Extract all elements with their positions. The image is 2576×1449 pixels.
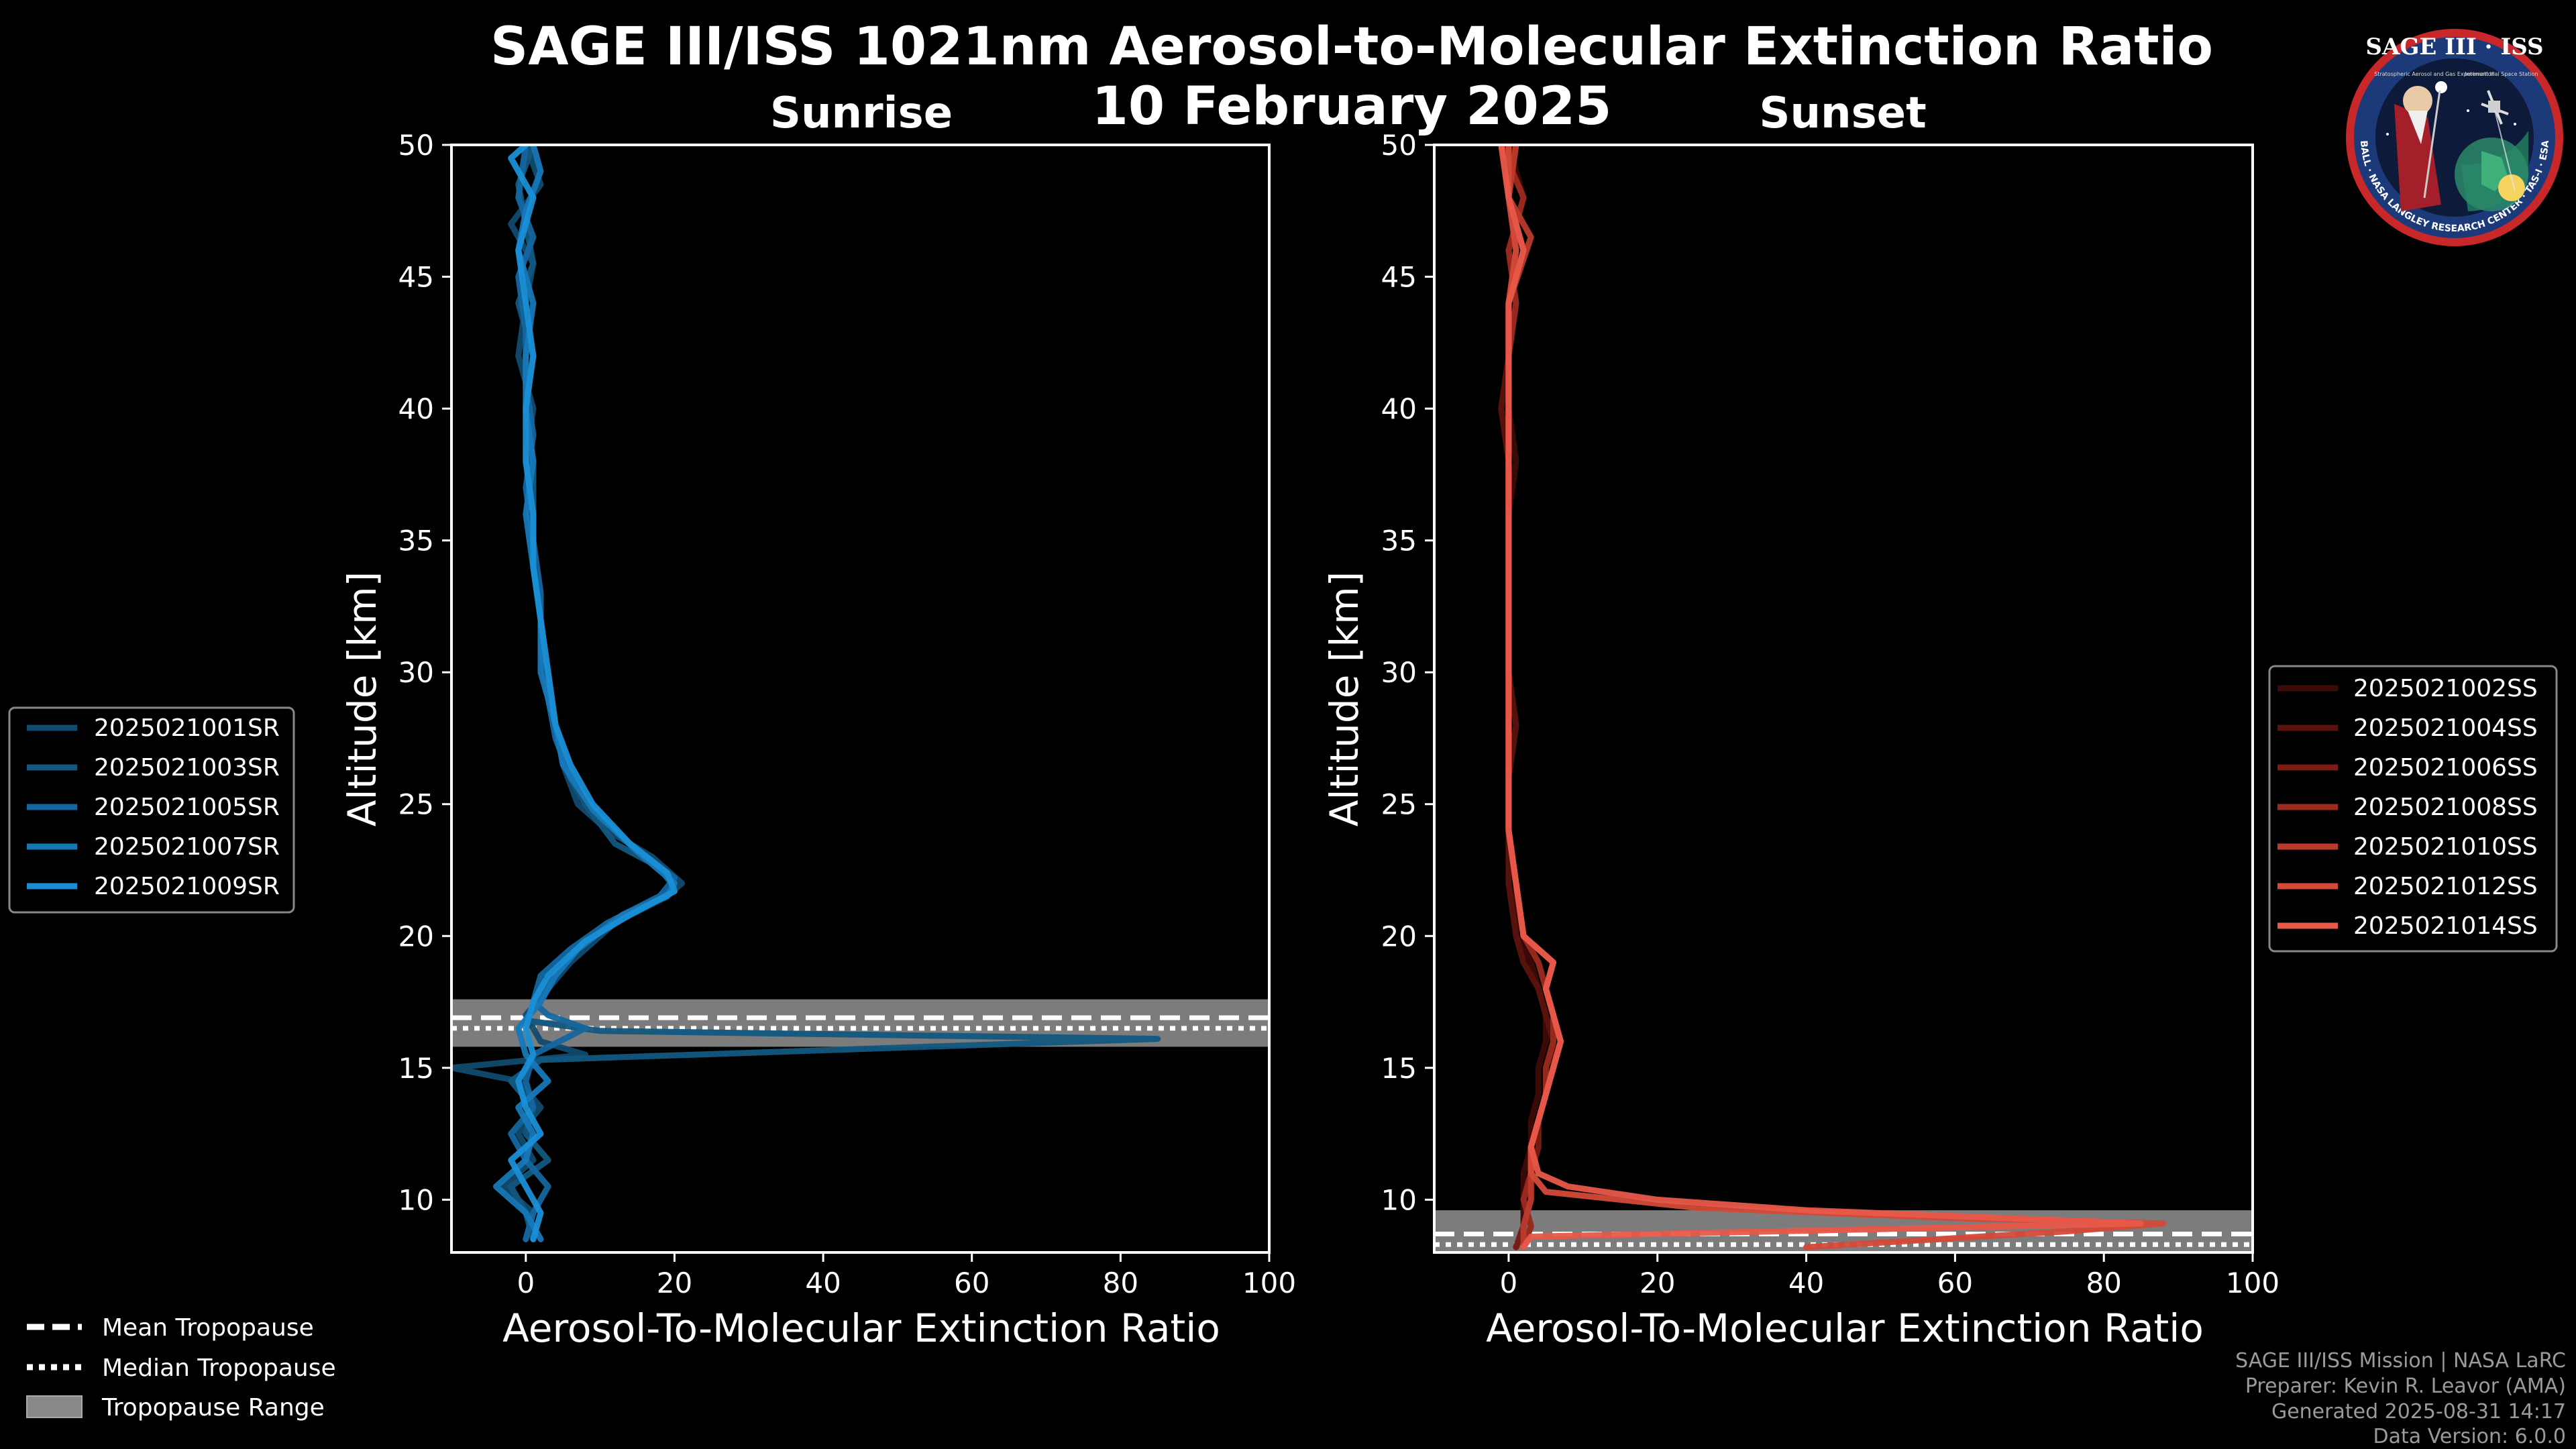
sunset-axes-frame: [1433, 144, 2254, 1254]
sunset-ytick-label-25: 25: [1381, 788, 1417, 821]
sunrise-xlabel: Aerosol-To-Molecular Extinction Ratio: [502, 1305, 1220, 1351]
sunrise-xtick-label-60: 60: [954, 1267, 989, 1299]
sunrise-ytick-label-15: 15: [398, 1052, 434, 1085]
sunset-ytick-label-45: 45: [1381, 261, 1417, 294]
legend-label-2025021003SR: 2025021003SR: [94, 754, 280, 782]
sage-iii-iss-logo: SAGE III · ISS Stratospheric Aerosol and…: [2346, 29, 2563, 246]
legend-label-2025021008SS: 2025021008SS: [2353, 794, 2538, 821]
tropopause-range-label: Tropopause Range: [101, 1394, 325, 1421]
sunrise-xtick-label-100: 100: [1242, 1267, 1296, 1299]
sunset-panel-title: Sunset: [1759, 89, 1926, 138]
tropopause-range-swatch: [26, 1395, 83, 1418]
sunrise-ytick-label-20: 20: [398, 920, 434, 953]
sunset-ytick-label-35: 35: [1381, 525, 1417, 557]
legend-label-2025021006SS: 2025021006SS: [2353, 754, 2538, 782]
sunrise-plot-area: [451, 145, 1269, 1242]
sunset-xtick-label-20: 20: [1640, 1267, 1675, 1299]
sunset-legend: 2025021002SS 2025021004SS 2025021006SS 2…: [2268, 665, 2558, 953]
sunset-ytick-label-50: 50: [1381, 129, 1417, 162]
credits: SAGE III/ISS Mission | NASA LaRC Prepare…: [2235, 1349, 2566, 1448]
sunrise-ytick-label-25: 25: [398, 788, 434, 821]
legend-label-2025021005SR: 2025021005SR: [94, 794, 280, 821]
logo-subtitle-right: International Space Station: [2465, 71, 2538, 77]
sunrise-ytick-label-10: 10: [398, 1183, 434, 1216]
credit-data-version: Data Version: 6.0.0: [2373, 1425, 2566, 1448]
series-line-2025021005SR: [508, 145, 678, 1242]
sunrise-xtick-label-20: 20: [657, 1267, 692, 1299]
logo-title: SAGE III · ISS: [2365, 34, 2543, 60]
legend-label-2025021001SR: 2025021001SR: [94, 714, 280, 742]
legend-label-2025021007SR: 2025021007SR: [94, 833, 280, 861]
sunset-ytick-label-15: 15: [1381, 1052, 1417, 1085]
sunrise-ytick-label-40: 40: [398, 392, 434, 425]
series-line-2025021009SR: [508, 145, 678, 1242]
sunrise-axes-frame: [450, 144, 1271, 1254]
legend-label-2025021014SS: 2025021014SS: [2353, 912, 2538, 940]
sunset-xtick-label-80: 80: [2086, 1267, 2121, 1299]
legend-label-2025021010SS: 2025021010SS: [2353, 833, 2538, 861]
sunrise-ytick-label-35: 35: [398, 525, 434, 557]
sunrise-ytick-label-45: 45: [398, 261, 434, 294]
credit-mission: SAGE III/ISS Mission | NASA LaRC: [2235, 1349, 2566, 1373]
sunrise-panel-title: Sunrise: [770, 89, 953, 138]
legend-label-2025021009SR: 2025021009SR: [94, 873, 280, 900]
series-line-2025021014SS: [1498, 145, 2145, 1250]
credit-generated: Generated 2025-08-31 14:17: [2271, 1400, 2566, 1424]
sunset-xtick-label-60: 60: [1937, 1267, 1973, 1299]
sunrise-xtick-label-0: 0: [517, 1267, 535, 1299]
sunset-ytick-label-10: 10: [1381, 1183, 1417, 1216]
series-line-2025021003SR: [508, 145, 1161, 1242]
sunset-xlabel: Aerosol-To-Molecular Extinction Ratio: [1486, 1305, 2204, 1351]
sunset-ytick-label-40: 40: [1381, 392, 1417, 425]
sunrise-legend: 2025021001SR 2025021003SR 2025021005SR 2…: [8, 706, 295, 914]
sunset-xtick-label-100: 100: [2226, 1267, 2279, 1299]
sunrise-ytick-label-50: 50: [398, 129, 434, 162]
sunrise-panel: 0 20 40 60 80 100 10 15 20 25 30 35 40 45 50: [398, 129, 1297, 1299]
sunrise-xtick-label-40: 40: [805, 1267, 841, 1299]
median-tropopause-label: Median Tropopause: [102, 1354, 336, 1382]
series-line-2025021012SS: [1505, 145, 2167, 1250]
sunset-xtick-label-0: 0: [1500, 1267, 1518, 1299]
sunrise-xtick-label-80: 80: [1103, 1267, 1138, 1299]
credit-preparer: Preparer: Kevin R. Leavor (AMA): [2245, 1375, 2566, 1398]
sunset-plot-area: [1434, 145, 2253, 1252]
sunrise-ytick-label-30: 30: [398, 656, 434, 689]
legend-label-2025021012SS: 2025021012SS: [2353, 873, 2538, 900]
figure-title-line1: SAGE III/ISS 1021nm Aerosol-to-Molecular…: [490, 17, 2213, 77]
mean-tropopause-label: Mean Tropopause: [102, 1314, 314, 1342]
sunrise-ylabel: Altitude [km]: [339, 572, 385, 826]
legend-label-2025021004SS: 2025021004SS: [2353, 714, 2538, 742]
logo-subtitle-left: Stratospheric Aerosol and Gas Experiment…: [2374, 71, 2494, 77]
tropopause-legend: Mean Tropopause Median Tropopause Tropop…: [26, 1314, 336, 1421]
sunset-ylabel: Altitude [km]: [1322, 572, 1367, 826]
sunset-ytick-label-30: 30: [1381, 656, 1417, 689]
sunset-panel: 0 20 40 60 80 100 10 15 20 25 30 35 40 45 50: [1381, 129, 2280, 1299]
figure-title-line2: 10 February 2025: [1092, 76, 1612, 137]
series-line-2025021001SR: [451, 145, 685, 1242]
sunset-xtick-label-40: 40: [1788, 1267, 1824, 1299]
sunset-ytick-label-20: 20: [1381, 920, 1417, 953]
legend-label-2025021002SS: 2025021002SS: [2353, 675, 2538, 702]
